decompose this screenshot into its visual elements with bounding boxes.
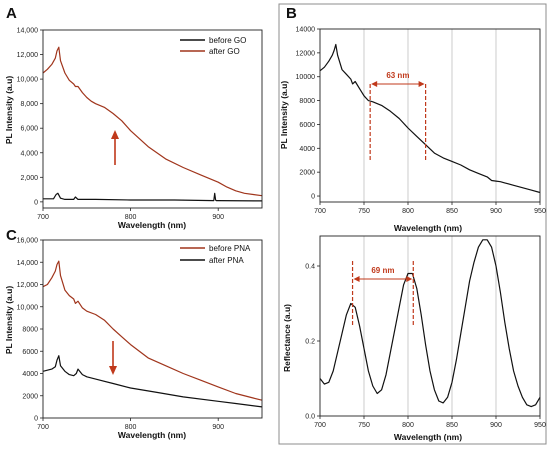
x-tick-label: 800	[125, 214, 137, 221]
panel-b-frame	[278, 3, 547, 445]
y-tick-label: 12,000	[17, 52, 39, 59]
annotation-arrowhead-left	[353, 276, 360, 282]
y-tick-label: 16,000	[17, 238, 39, 245]
chart-panel-b-bottom: 700 750 800 850 900 950 0.0 0.2 0.4 69 nm Wavelen…	[282, 235, 546, 442]
panel-label-c: C	[6, 227, 17, 244]
annotation-distance-label: 63 nm	[386, 71, 409, 80]
annotation-arrowhead-left	[371, 81, 378, 87]
y-tick-label: 10000	[296, 74, 316, 81]
y-tick-label: 6000	[299, 122, 315, 129]
x-tick-label: 700	[314, 208, 326, 215]
panel-b-top-x-axis-label: Wavelength (nm)	[394, 223, 462, 233]
x-tick-label: 950	[534, 422, 546, 429]
plot-frame	[42, 29, 263, 209]
series-line-after-pna	[42, 355, 263, 408]
legend-label-before-pna: before PNA	[209, 244, 251, 253]
plot-frame	[319, 235, 541, 417]
y-tick-label: 2000	[22, 393, 38, 400]
y-tick-label: 0	[34, 416, 38, 423]
annotation-arrowhead-right	[418, 81, 425, 87]
panel-c-x-axis-label: Wavelength (nm)	[118, 430, 186, 440]
x-tick-label: 900	[212, 424, 224, 431]
y-tick-label: 14,000	[17, 260, 39, 267]
panel-c-arrow-annotation	[109, 341, 117, 375]
chart-panel-c: 700 800 900 0 2000 4000 6000 8000 10,000 12,000 14…	[4, 238, 263, 440]
legend-label-before-go: before GO	[209, 36, 246, 45]
panel-c-legend: before PNA after PNA	[180, 244, 251, 265]
y-tick-label: 4,000	[20, 150, 38, 157]
series-line-b-bottom-0	[319, 239, 541, 408]
x-tick-label: 800	[125, 424, 137, 431]
arrow-up-head	[111, 130, 119, 139]
y-tick-label: 8,000	[20, 101, 38, 108]
panel-b-bottom-x-axis-label: Wavelength (nm)	[394, 432, 462, 442]
chart-panel-b-top: 700 750 800 850 900 950 0 2000 4000 6000 8000 10000…	[279, 27, 546, 234]
y-tick-label: 10,000	[17, 304, 39, 311]
x-tick-label: 900	[490, 208, 502, 215]
series-line-before-pna	[42, 260, 263, 401]
panel-a-y-axis-label: PL Intensity (a.u)	[4, 76, 14, 144]
y-tick-label: 2,000	[20, 175, 38, 182]
x-tick-label: 800	[402, 422, 414, 429]
series-line-b-top-0	[319, 43, 541, 194]
panel-b-top-y-axis-label: PL Intensity (a.u)	[279, 81, 289, 149]
x-tick-label: 850	[446, 422, 458, 429]
y-tick-label: 12000	[296, 50, 316, 57]
panel-a-legend: before GO after GO	[180, 36, 246, 56]
y-tick-label: 0.4	[305, 264, 315, 271]
x-tick-label: 700	[37, 424, 49, 431]
legend-label-after-go: after GO	[209, 47, 240, 56]
series-line-after-go	[42, 46, 263, 197]
legend-label-after-pna: after PNA	[209, 256, 244, 265]
chart-panel-a: 700 800 900 0 2,000 4,000 6,000 8,000 10,000 12,0…	[4, 28, 263, 230]
y-tick-label: 4000	[22, 371, 38, 378]
panel-a-arrow-annotation	[111, 130, 119, 165]
panel-b-bottom-y-axis-label: Reflectance (a.u)	[282, 304, 292, 372]
x-tick-label: 700	[314, 422, 326, 429]
y-tick-label: 0	[34, 199, 38, 206]
panel-label-a: A	[6, 5, 17, 22]
y-tick-label: 14,000	[17, 28, 39, 35]
y-tick-label: 2000	[299, 170, 315, 177]
y-tick-label: 0	[311, 194, 315, 201]
y-tick-label: 4000	[299, 146, 315, 153]
y-tick-label: 14000	[296, 27, 316, 34]
x-tick-label: 700	[37, 214, 49, 221]
x-tick-label: 750	[358, 422, 370, 429]
panel-label-b: B	[286, 5, 297, 22]
x-tick-label: 800	[402, 208, 414, 215]
x-tick-label: 900	[490, 422, 502, 429]
x-tick-label: 750	[358, 208, 370, 215]
y-tick-label: 6,000	[20, 126, 38, 133]
x-tick-label: 900	[212, 214, 224, 221]
y-tick-label: 0.0	[305, 414, 315, 421]
annotation-distance-label: 69 nm	[371, 266, 394, 275]
y-tick-label: 0.2	[305, 339, 315, 346]
y-tick-label: 6000	[22, 349, 38, 356]
panel-c-y-axis-label: PL Intensity (a.u)	[4, 286, 14, 354]
plot-frame	[319, 28, 541, 203]
annotation-arrowhead-right	[406, 276, 413, 282]
y-tick-label: 12,000	[17, 282, 39, 289]
x-tick-label: 950	[534, 208, 546, 215]
y-tick-label: 10,000	[17, 77, 39, 84]
arrow-down-head	[109, 366, 117, 375]
series-line-before-go	[43, 192, 263, 202]
panel-a-x-axis-label: Wavelength (nm)	[118, 220, 186, 230]
x-tick-label: 850	[446, 208, 458, 215]
y-tick-label: 8000	[22, 327, 38, 334]
y-tick-label: 8000	[299, 98, 315, 105]
